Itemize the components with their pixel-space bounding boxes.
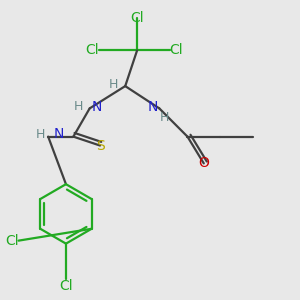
Text: Cl: Cl [59, 279, 73, 293]
Text: Cl: Cl [85, 44, 99, 57]
Text: Cl: Cl [5, 234, 19, 248]
Text: O: O [198, 156, 209, 170]
Text: N: N [53, 127, 64, 141]
Text: H: H [160, 111, 169, 124]
Text: N: N [148, 100, 158, 114]
Text: Cl: Cl [130, 11, 144, 25]
Text: Cl: Cl [170, 44, 183, 57]
Text: H: H [74, 100, 83, 113]
Text: H: H [36, 128, 45, 141]
Text: H: H [108, 78, 118, 91]
Text: S: S [96, 139, 104, 152]
Text: N: N [91, 100, 101, 114]
